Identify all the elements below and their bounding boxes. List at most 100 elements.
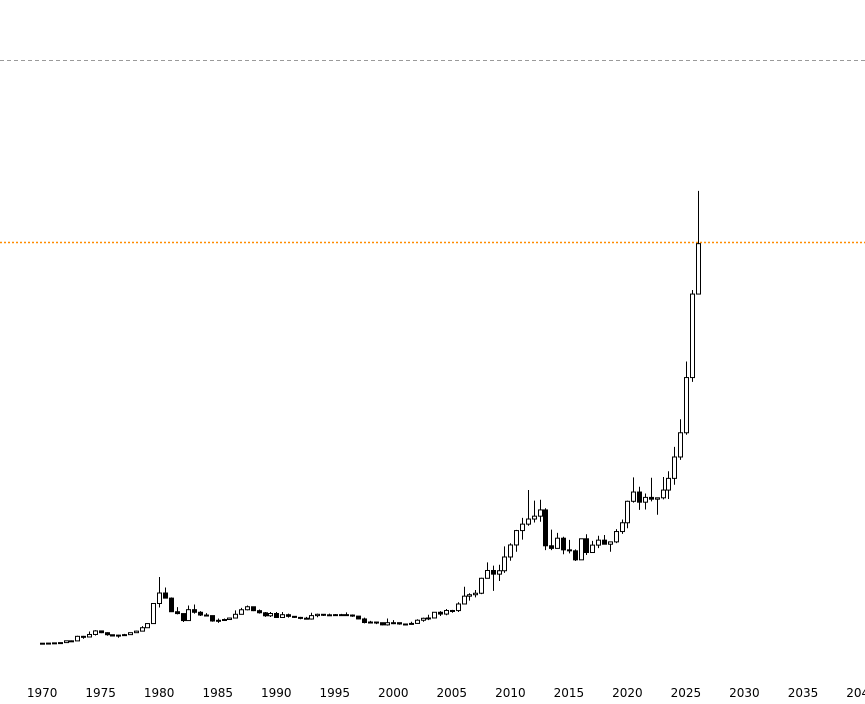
candle-body: [684, 377, 689, 434]
candle: [409, 621, 414, 625]
candle-body: [456, 603, 461, 612]
candle: [239, 607, 244, 615]
candle: [514, 529, 519, 552]
candle-body: [573, 550, 578, 561]
candle-body: [64, 640, 69, 644]
candle: [169, 597, 174, 613]
candle: [696, 190, 701, 295]
candle: [181, 613, 186, 622]
candle-body: [444, 609, 449, 615]
candle: [350, 614, 355, 617]
candle: [543, 508, 548, 551]
candle-body: [327, 614, 332, 617]
x-tick-label: 1990: [261, 686, 292, 700]
candles: [40, 190, 701, 645]
candle-body: [251, 606, 256, 612]
candle-body: [134, 630, 139, 634]
candle-body: [696, 243, 701, 295]
candle-body: [462, 595, 467, 605]
candle-body: [204, 614, 209, 617]
x-tick-label: 1975: [85, 686, 116, 700]
candle-body: [315, 613, 320, 617]
candle: [368, 620, 373, 624]
candle: [643, 493, 648, 510]
candle: [186, 605, 191, 622]
candle-body: [666, 477, 671, 491]
candle: [46, 642, 51, 645]
candle: [426, 614, 431, 621]
candle-body: [555, 537, 560, 549]
candle: [268, 611, 273, 617]
candle: [315, 613, 320, 618]
candle-body: [245, 606, 250, 611]
candle-body: [649, 496, 654, 500]
candle: [678, 419, 683, 460]
candle-body: [216, 619, 221, 622]
candle: [222, 618, 227, 622]
candle-body: [596, 539, 601, 546]
candle-body: [87, 633, 92, 638]
candle-body: [584, 538, 589, 554]
candle-body: [602, 539, 607, 545]
candle-body: [257, 610, 262, 614]
candle-body: [532, 515, 537, 520]
candle: [362, 617, 367, 624]
candle: [304, 616, 309, 620]
candle-body: [339, 614, 344, 617]
candle: [227, 617, 232, 621]
candle-body: [292, 615, 297, 618]
candle-body: [508, 544, 513, 558]
candle: [391, 620, 396, 625]
candle-body: [99, 630, 104, 634]
candle: [81, 635, 86, 639]
candle: [502, 546, 507, 573]
candle: [257, 609, 262, 614]
candle: [140, 626, 145, 632]
candle: [497, 564, 502, 582]
candle-body: [467, 594, 472, 597]
candle: [567, 539, 572, 554]
candle-body: [333, 614, 338, 617]
candle-body: [222, 619, 227, 622]
candle: [233, 610, 238, 619]
candle: [491, 565, 496, 591]
candle: [321, 613, 326, 617]
candle-body: [140, 627, 145, 632]
candle-body: [175, 611, 180, 615]
candle: [573, 549, 578, 562]
candle-body: [543, 509, 548, 547]
candle: [286, 613, 291, 618]
candle-body: [298, 616, 303, 619]
candle: [280, 611, 285, 618]
candle: [87, 631, 92, 638]
candle: [298, 616, 303, 620]
candle-body: [210, 615, 215, 622]
candle: [151, 602, 156, 625]
candle-body: [409, 622, 414, 625]
x-tick-label: 1970: [27, 686, 58, 700]
candle: [620, 519, 625, 534]
candle-body: [415, 619, 420, 624]
candle-body: [567, 549, 572, 552]
candle: [637, 486, 642, 510]
candle: [532, 500, 537, 523]
candle: [397, 622, 402, 625]
candle-body: [380, 622, 385, 626]
candle-body: [233, 613, 238, 619]
candle-body: [421, 617, 426, 621]
candle: [309, 612, 314, 620]
candle: [625, 500, 630, 529]
candle: [479, 577, 484, 595]
candle: [549, 529, 554, 551]
candle: [508, 543, 513, 561]
candle-body: [52, 642, 57, 645]
candle: [385, 618, 390, 626]
candle: [344, 612, 349, 617]
candle-body: [385, 622, 390, 626]
candle: [374, 621, 379, 625]
candle-body: [655, 497, 660, 500]
candle-body: [426, 617, 431, 620]
candle-body: [672, 456, 677, 479]
candle: [64, 640, 69, 644]
